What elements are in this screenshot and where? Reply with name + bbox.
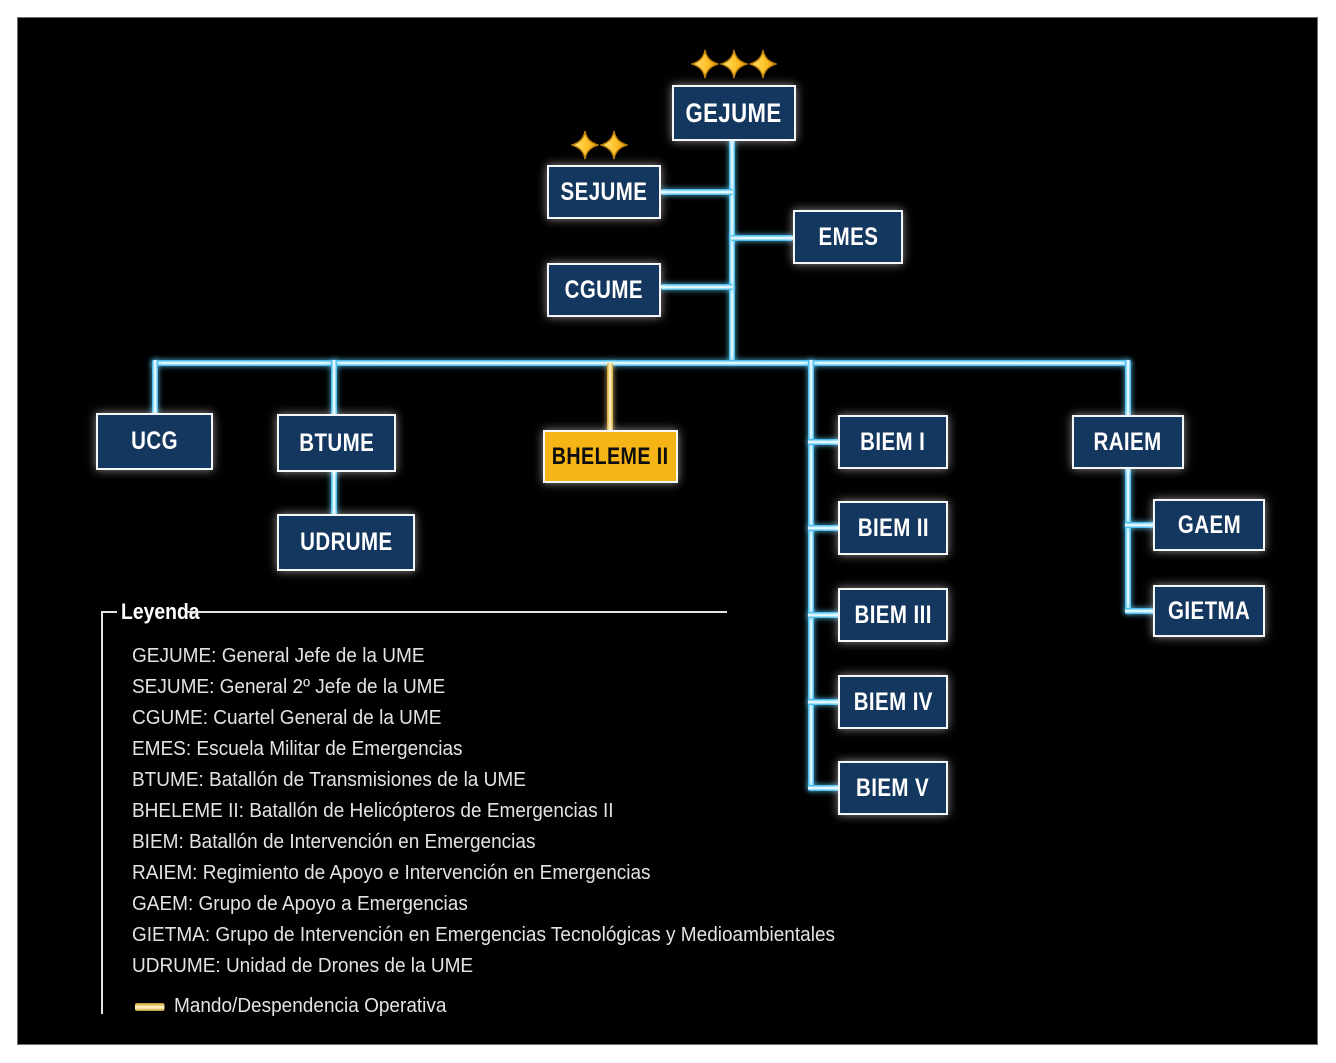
star-icon xyxy=(571,130,599,160)
node-gejume: GEJUME xyxy=(672,85,796,141)
legend-item: GAEM: Grupo de Apoyo a Emergencias xyxy=(132,893,468,915)
node-udrume-label: UDRUME xyxy=(299,528,393,556)
operational-line-swatch xyxy=(135,1002,165,1011)
org-chart-canvas: GEJUME SEJUME CGUME EMES UCG BTUME UDRUM… xyxy=(17,17,1318,1045)
node-cgume: CGUME xyxy=(547,263,661,317)
connector-emes xyxy=(731,235,793,241)
node-udrume: UDRUME xyxy=(277,514,415,571)
node-bheleme2-label: BHELEME II xyxy=(552,442,669,470)
legend-item: GIETMA: Grupo de Intervención en Emergen… xyxy=(132,924,836,946)
operational-key-label: Mando/Despendencia Operativa xyxy=(173,995,447,1017)
connector-biem4-stub xyxy=(808,699,840,705)
star-icon xyxy=(720,49,748,79)
node-btume: BTUME xyxy=(277,414,396,472)
legend-item: GEJUME: General Jefe de la UME xyxy=(132,645,425,667)
connector-main-bar xyxy=(152,360,1130,366)
connector-biem3-stub xyxy=(808,612,840,618)
node-biem2: BIEM II xyxy=(838,501,948,555)
node-biem1: BIEM I xyxy=(838,415,948,469)
legend-border-rule xyxy=(187,611,727,613)
connector-btume-udrume xyxy=(331,468,337,517)
node-biem5: BIEM V xyxy=(838,761,948,815)
node-btume-label: BTUME xyxy=(299,428,374,457)
node-biem4: BIEM IV xyxy=(838,675,948,729)
legend-item: BTUME: Batallón de Transmisiones de la U… xyxy=(132,769,526,791)
connector-raiem-drop xyxy=(1125,360,1131,417)
node-biem3: BIEM III xyxy=(838,588,948,642)
node-biem4-label: BIEM IV xyxy=(853,687,933,716)
legend-item: CGUME: Cuartel General de la UME xyxy=(132,707,442,729)
node-ucg-label: UCG xyxy=(131,427,178,455)
node-biem3-label: BIEM III xyxy=(854,600,932,629)
node-gejume-label: GEJUME xyxy=(686,97,782,128)
star-icon xyxy=(600,130,628,160)
legend-item: RAIEM: Regimiento de Apoyo e Intervenció… xyxy=(132,862,651,884)
connector-btume-drop xyxy=(331,360,337,417)
gejume-rank-stars xyxy=(691,49,777,79)
connector-gietma-stub xyxy=(1125,608,1155,614)
node-biem2-label: BIEM II xyxy=(857,513,929,542)
node-sejume-label: SEJUME xyxy=(560,177,648,206)
node-emes-label: EMES xyxy=(818,222,878,251)
node-ucg: UCG xyxy=(96,413,213,470)
node-raiem-label: RAIEM xyxy=(1093,427,1163,456)
legend-border-dash xyxy=(101,611,117,613)
connector-bheleme2-operational xyxy=(607,363,613,433)
node-gietma-label: GIETMA xyxy=(1167,596,1251,625)
star-icon xyxy=(691,49,719,79)
legend-item: EMES: Escuela Militar de Emergencias xyxy=(132,738,463,760)
connector-biem5-stub xyxy=(808,785,840,791)
node-raiem: RAIEM xyxy=(1072,415,1184,469)
connector-biem-spine xyxy=(808,360,814,789)
legend-item: BIEM: Batallón de Intervención en Emerge… xyxy=(132,831,536,853)
legend-item: SEJUME: General 2º Jefe de la UME xyxy=(132,676,446,698)
connector-gaem-stub xyxy=(1125,522,1155,528)
node-gaem-label: GAEM xyxy=(1177,510,1241,539)
connector-cgume xyxy=(661,284,733,290)
node-bheleme2: BHELEME II xyxy=(543,430,678,483)
sejume-rank-stars xyxy=(571,130,628,160)
legend-operational-key: Mando/Despendencia Operativa xyxy=(135,995,446,1018)
connector-ucg-drop xyxy=(152,360,158,416)
node-sejume: SEJUME xyxy=(547,165,661,219)
node-emes: EMES xyxy=(793,210,903,264)
legend-items: GEJUME: General Jefe de la UME SEJUME: G… xyxy=(132,641,835,982)
node-biem5-label: BIEM V xyxy=(856,773,930,802)
node-gietma: GIETMA xyxy=(1153,585,1265,637)
node-biem1-label: BIEM I xyxy=(860,427,926,456)
connector-sejume xyxy=(661,189,733,195)
legend-title: Leyenda xyxy=(121,599,200,624)
legend-border-left xyxy=(101,611,103,1014)
star-icon xyxy=(749,49,777,79)
connector-biem2-stub xyxy=(808,525,840,531)
connector-gejume-trunk xyxy=(729,139,735,363)
node-cgume-label: CGUME xyxy=(564,275,644,304)
node-gaem: GAEM xyxy=(1153,499,1265,551)
legend-item: BHELEME II: Batallón de Helicópteros de … xyxy=(132,800,614,822)
connector-biem1-stub xyxy=(808,439,840,445)
connector-raiem-spine xyxy=(1125,467,1131,613)
legend-item: UDRUME: Unidad de Drones de la UME xyxy=(132,955,474,977)
